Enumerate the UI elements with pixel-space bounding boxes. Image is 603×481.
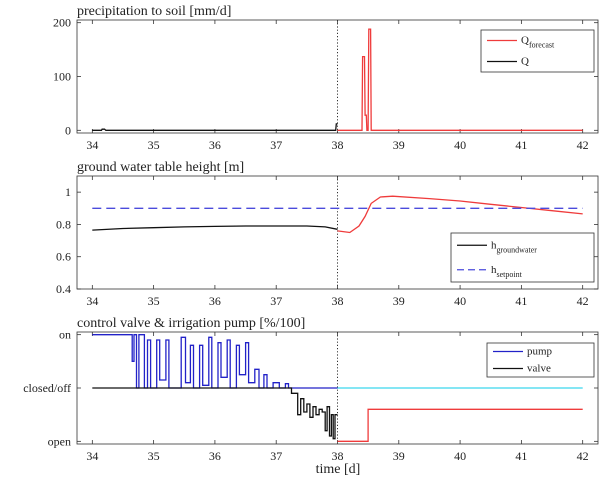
- x-tick-label: 38: [332, 449, 344, 463]
- series-line-valve-forecast: [337, 408, 583, 442]
- legend-box: [480, 29, 595, 73]
- y-tick-label: 200: [53, 16, 71, 30]
- y-tick-label: 0.4: [56, 282, 71, 296]
- x-tick-label: 39: [393, 294, 405, 308]
- legend-label: pump: [527, 346, 553, 358]
- series-line-h-groundwater: [92, 225, 338, 231]
- x-tick-label: 35: [148, 449, 160, 463]
- y-tick-label: open: [48, 434, 71, 448]
- x-tick-label: 34: [86, 449, 98, 463]
- y-tick-label: on: [59, 328, 71, 342]
- legend-label: valve: [527, 363, 551, 375]
- legend: pump valve: [486, 342, 595, 378]
- x-tick-label: 34: [86, 294, 98, 308]
- x-tick-label: 39: [393, 449, 405, 463]
- y-tick-label: 100: [53, 70, 71, 84]
- x-tick-label: 39: [393, 138, 405, 152]
- legend-box: [450, 232, 595, 283]
- y-tick-label: 0.6: [56, 250, 71, 264]
- x-tick-label: 42: [577, 449, 589, 463]
- series-line-pump: [92, 334, 338, 389]
- x-tick-label: 37: [270, 138, 282, 152]
- y-tick-label: 1: [65, 185, 71, 199]
- panel-title: control valve & irrigation pump [%/100]: [77, 316, 305, 331]
- x-tick-label: 35: [148, 138, 160, 152]
- x-tick-label: 36: [209, 294, 221, 308]
- x-tick-label: 34: [86, 138, 98, 152]
- panel-3: control valve & irrigation pump [%/100] 3…: [23, 316, 599, 463]
- y-tick-label: 0.8: [56, 217, 71, 231]
- panel-1: precipitation to soil [mm/d] 34 35 36 37 38 39…: [53, 4, 599, 152]
- panel-2: ground water table height [m] 34 35 36 37 38 3…: [56, 160, 599, 308]
- series-line-Q-forecast: [337, 28, 583, 131]
- x-tick-label: 41: [515, 294, 527, 308]
- x-tick-label: 40: [454, 294, 466, 308]
- y-tick-label: 0: [65, 123, 71, 137]
- series-line-Q: [92, 123, 338, 131]
- x-axis-label: time [d]: [316, 462, 361, 477]
- x-tick-label: 41: [515, 449, 527, 463]
- x-tick-label: 38: [332, 294, 344, 308]
- series-line-h-forecast: [337, 195, 583, 234]
- legend-box: [486, 342, 595, 378]
- x-tick-label: 40: [454, 449, 466, 463]
- panel-title: ground water table height [m]: [77, 160, 244, 175]
- x-tick-label: 42: [577, 294, 589, 308]
- x-tick-label: 37: [270, 449, 282, 463]
- x-tick-label: 36: [209, 449, 221, 463]
- x-tick-label: 38: [332, 138, 344, 152]
- series-line-valve: [92, 387, 338, 440]
- x-tick-label: 40: [454, 138, 466, 152]
- x-tick-label: 35: [148, 294, 160, 308]
- legend-label: Q: [521, 56, 529, 68]
- x-tick-label: 36: [209, 138, 221, 152]
- panel-title: precipitation to soil [mm/d]: [77, 4, 231, 19]
- y-tick-label: closed/off: [23, 381, 71, 395]
- x-tick-label: 41: [515, 138, 527, 152]
- x-tick-label: 37: [270, 294, 282, 308]
- x-tick-label: 42: [577, 138, 589, 152]
